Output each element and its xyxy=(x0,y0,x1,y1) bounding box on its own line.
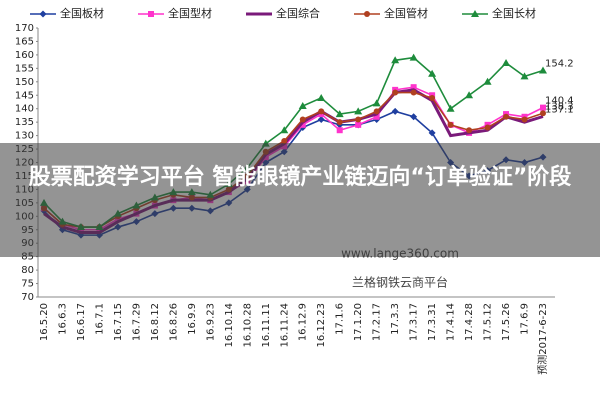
data-label: 137.1 xyxy=(545,105,574,116)
marker xyxy=(391,107,399,115)
x-tick-label: 17.1.20 xyxy=(353,303,364,341)
marker xyxy=(39,10,47,18)
marker xyxy=(298,102,307,110)
x-tick-label: 17.4.28 xyxy=(464,303,475,341)
y-tick-label: 70 xyxy=(21,292,34,303)
marker xyxy=(318,108,325,115)
x-tick-label: 16.8.26 xyxy=(168,303,179,341)
y-tick-label: 85 xyxy=(21,252,34,263)
banner-title: 股票配资学习平台 智能眼镜产业链迈向“订单验证”阶段 xyxy=(28,165,572,190)
x-tick-label: 16.7.29 xyxy=(131,303,142,341)
x-tick-label: 17.4.14 xyxy=(446,303,457,341)
marker xyxy=(483,77,492,85)
data-label: 140.4 xyxy=(545,96,574,107)
marker xyxy=(539,66,547,74)
banner xyxy=(0,143,600,257)
legend-label: 全国长材 xyxy=(492,6,536,20)
y-tick-label: 130 xyxy=(15,131,34,142)
y-tick-label: 140 xyxy=(15,104,34,115)
marker xyxy=(428,129,436,137)
marker xyxy=(392,89,399,96)
marker xyxy=(540,104,546,111)
x-tick-label: 16.12.9 xyxy=(298,303,309,341)
x-tick-label: 16.8.12 xyxy=(150,303,161,341)
marker xyxy=(540,110,546,117)
x-tick-label: 预测2017-6-23 xyxy=(536,303,549,375)
marker xyxy=(502,58,511,66)
y-tick-label: 170 xyxy=(15,23,34,34)
marker xyxy=(148,11,154,17)
x-tick-label: 16.9.23 xyxy=(205,303,216,341)
x-tick-label: 16.7.1 xyxy=(94,303,105,335)
marker xyxy=(364,11,370,17)
y-tick-label: 155 xyxy=(15,63,34,74)
marker xyxy=(373,108,380,115)
y-tick-label: 165 xyxy=(15,36,34,47)
watermark: 兰格钢铁云商平台 xyxy=(352,275,448,290)
marker xyxy=(281,137,288,144)
marker xyxy=(299,116,306,123)
x-tick-label: 16.6.17 xyxy=(76,303,87,341)
x-tick-label: 17.3.31 xyxy=(427,303,438,341)
marker xyxy=(335,110,344,118)
marker xyxy=(471,10,479,17)
y-tick-label: 160 xyxy=(15,50,34,61)
marker xyxy=(466,127,473,134)
marker xyxy=(280,126,289,134)
marker xyxy=(372,99,381,107)
marker xyxy=(317,115,325,123)
x-tick-label: 16.7.15 xyxy=(113,303,124,341)
marker xyxy=(521,116,528,123)
legend-label: 全国板材 xyxy=(60,6,104,20)
marker xyxy=(447,121,454,128)
marker xyxy=(336,119,343,126)
marker xyxy=(355,121,362,128)
data-label: 154.2 xyxy=(545,59,574,70)
x-tick-label: 17.5.26 xyxy=(501,303,512,341)
legend-label: 全国综合 xyxy=(276,6,320,20)
x-tick-label: 17.2.17 xyxy=(372,303,383,341)
marker xyxy=(391,56,400,64)
y-tick-label: 75 xyxy=(21,279,34,290)
x-tick-label: 16.10.14 xyxy=(224,303,235,348)
x-tick-label: 16.9.9 xyxy=(187,303,198,335)
x-tick-label: 17.6.9 xyxy=(520,303,531,335)
marker xyxy=(429,94,436,101)
x-tick-label: 17.1.6 xyxy=(335,303,346,335)
x-tick-label: 16.11.11 xyxy=(261,303,272,348)
marker xyxy=(336,127,343,134)
x-tick-label: 17.3.3 xyxy=(390,303,401,335)
x-tick-label: 16.6.3 xyxy=(57,303,68,335)
y-tick-label: 150 xyxy=(15,77,34,88)
marker xyxy=(317,93,326,101)
marker xyxy=(355,116,362,123)
y-tick-label: 135 xyxy=(15,117,34,128)
x-tick-label: 16.5.20 xyxy=(39,303,50,341)
x-tick-label: 16.11.24 xyxy=(279,303,290,348)
x-tick-label: 16.12.23 xyxy=(316,303,327,348)
marker xyxy=(484,124,491,131)
marker xyxy=(410,84,417,91)
x-tick-label: 16.10.28 xyxy=(242,303,253,348)
y-tick-label: 145 xyxy=(15,90,34,101)
legend-label: 全国管材 xyxy=(384,6,428,20)
y-tick-label: 80 xyxy=(21,265,34,276)
marker xyxy=(299,121,306,128)
marker xyxy=(354,107,363,115)
marker xyxy=(446,104,455,112)
marker xyxy=(409,53,418,61)
x-tick-label: 17.5.12 xyxy=(483,303,494,341)
legend-label: 全国型材 xyxy=(168,6,212,20)
marker xyxy=(503,113,510,120)
marker xyxy=(410,89,417,96)
marker xyxy=(520,72,529,80)
marker xyxy=(465,91,474,99)
x-tick-label: 17.3.17 xyxy=(409,303,420,341)
data-label: 138.3 xyxy=(545,101,574,112)
marker xyxy=(428,69,437,77)
marker xyxy=(373,113,380,120)
marker xyxy=(410,113,418,121)
